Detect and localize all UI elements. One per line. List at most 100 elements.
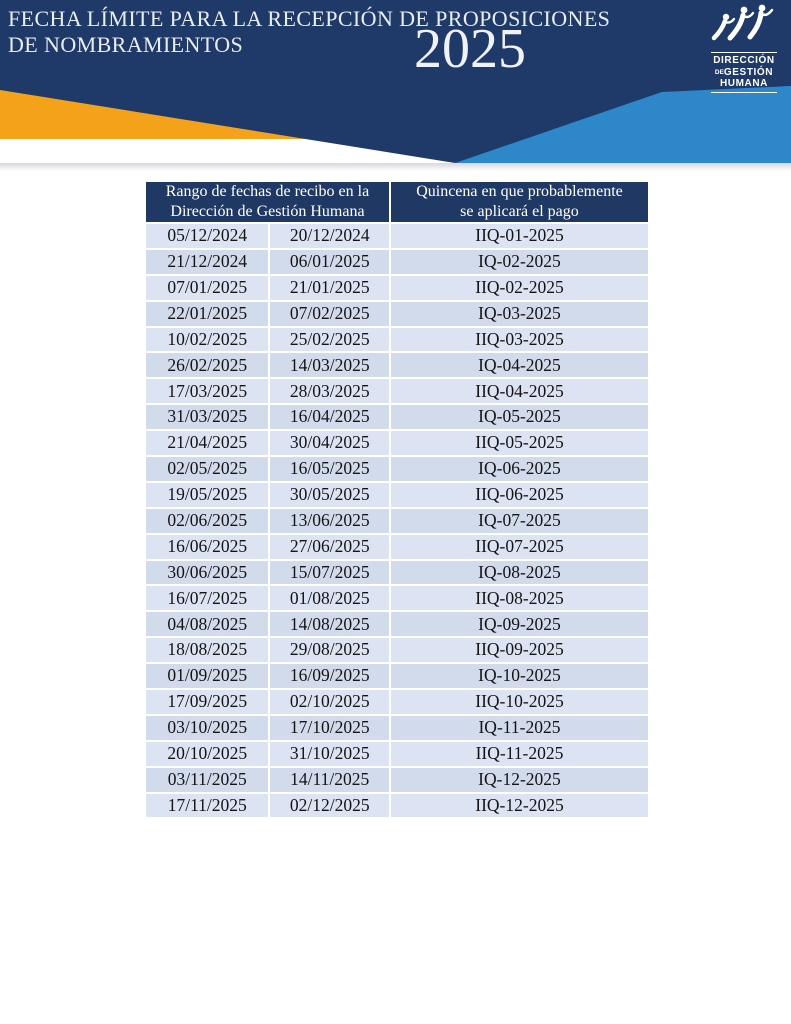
table-row: 17/09/2025 02/10/2025 IIQ-10-2025 xyxy=(143,688,651,716)
date-to-cell: 14/08/2025 xyxy=(268,610,391,639)
table-row: 04/08/2025 14/08/2025 IQ-09-2025 xyxy=(143,610,651,639)
org-name-line1: DIRECCIÓN xyxy=(713,55,775,66)
date-to-cell: 14/11/2025 xyxy=(268,765,391,794)
quincena-cell: IQ-03-2025 xyxy=(388,299,651,328)
date-from-cell: 21/04/2025 xyxy=(143,429,271,458)
date-from-cell: 21/12/2024 xyxy=(143,247,271,276)
date-to-cell: 21/01/2025 xyxy=(268,273,391,302)
quincena-cell: IIQ-02-2025 xyxy=(388,273,651,302)
quincena-cell: IIQ-07-2025 xyxy=(388,532,651,561)
date-from-cell: 31/03/2025 xyxy=(143,403,271,432)
quincena-cell: IQ-10-2025 xyxy=(388,662,651,691)
date-to-cell: 30/04/2025 xyxy=(268,429,391,458)
date-from-cell: 16/06/2025 xyxy=(143,532,271,561)
quincena-cell: IIQ-05-2025 xyxy=(388,429,651,458)
logo-bottom-rule xyxy=(711,91,777,93)
table-row: 02/06/2025 13/06/2025 IQ-07-2025 xyxy=(143,506,651,535)
quincena-cell: IIQ-09-2025 xyxy=(388,636,651,665)
table-row: 16/06/2025 27/06/2025 IIQ-07-2025 xyxy=(143,532,651,561)
table-row: 18/08/2025 29/08/2025 IIQ-09-2025 xyxy=(143,636,651,665)
table-header-row: Rango de fechas de recibo en la Direcció… xyxy=(144,180,651,224)
date-to-cell: 31/10/2025 xyxy=(268,739,391,768)
header-quincena-line2: se aplicará el pago xyxy=(460,203,579,220)
banner-drop-shadow xyxy=(0,163,791,171)
header-quincena-line1: Quincena en que probablemente xyxy=(416,183,623,200)
date-to-cell: 17/10/2025 xyxy=(268,713,391,742)
header-date-range-line1: Rango de fechas de recibo en la xyxy=(165,183,370,200)
quincena-cell: IQ-07-2025 xyxy=(388,506,651,535)
logo-top-rule xyxy=(711,52,777,53)
header-date-range-line2: Dirección de Gestión Humana xyxy=(170,203,365,220)
payment-schedule-table: Rango de fechas de recibo en la Direcció… xyxy=(143,180,651,820)
table-row: 21/12/2024 06/01/2025 IQ-02-2025 xyxy=(143,247,651,276)
date-to-cell: 25/02/2025 xyxy=(268,325,391,354)
date-from-cell: 07/01/2025 xyxy=(143,273,271,302)
quincena-cell: IQ-06-2025 xyxy=(388,455,651,483)
date-from-cell: 20/10/2025 xyxy=(143,739,271,768)
quincena-cell: IQ-11-2025 xyxy=(388,713,651,742)
date-to-cell: 06/01/2025 xyxy=(268,247,391,276)
direccion-gestion-humana-logo: DIRECCIÓN DEGESTIÓN HUMANA xyxy=(705,4,783,95)
org-name-line2: DEGESTIÓN xyxy=(705,67,783,79)
date-to-cell: 30/05/2025 xyxy=(268,480,391,509)
header-cell-date-range: Rango de fechas de recibo en la Direcció… xyxy=(144,180,391,224)
quincena-cell: IIQ-10-2025 xyxy=(388,688,651,716)
quincena-cell: IIQ-06-2025 xyxy=(388,480,651,509)
quincena-cell: IQ-09-2025 xyxy=(388,610,651,639)
quincena-cell: IIQ-03-2025 xyxy=(388,325,651,354)
table-row: 19/05/2025 30/05/2025 IIQ-06-2025 xyxy=(143,480,651,509)
date-to-cell: 13/06/2025 xyxy=(268,506,391,535)
page-title-line2: DE NOMBRAMIENTOS xyxy=(8,32,244,58)
year-label: 2025 xyxy=(414,18,526,80)
org-name-line2-prefix: DE xyxy=(714,68,724,76)
table-row: 21/04/2025 30/04/2025 IIQ-05-2025 xyxy=(143,429,651,458)
date-from-cell: 17/03/2025 xyxy=(143,377,271,406)
date-to-cell: 20/12/2024 xyxy=(268,222,391,250)
date-from-cell: 30/06/2025 xyxy=(143,558,271,587)
header-banner: FECHA LÍMITE PARA LA RECEPCIÓN DE PROPOS… xyxy=(0,0,791,175)
date-from-cell: 02/05/2025 xyxy=(143,455,271,483)
date-from-cell: 17/11/2025 xyxy=(143,791,271,820)
date-from-cell: 03/10/2025 xyxy=(143,713,271,742)
table-row: 02/05/2025 16/05/2025 IQ-06-2025 xyxy=(143,455,651,483)
date-from-cell: 10/02/2025 xyxy=(143,325,271,354)
date-from-cell: 03/11/2025 xyxy=(143,765,271,794)
date-to-cell: 07/02/2025 xyxy=(268,299,391,328)
date-to-cell: 14/03/2025 xyxy=(268,351,391,380)
table-row: 16/07/2025 01/08/2025 IIQ-08-2025 xyxy=(143,584,651,613)
date-from-cell: 01/09/2025 xyxy=(143,662,271,691)
quincena-cell: IQ-02-2025 xyxy=(388,247,651,276)
quincena-cell: IQ-04-2025 xyxy=(388,351,651,380)
quincena-cell: IIQ-08-2025 xyxy=(388,584,651,613)
date-to-cell: 16/09/2025 xyxy=(268,662,391,691)
date-to-cell: 29/08/2025 xyxy=(268,636,391,665)
date-from-cell: 02/06/2025 xyxy=(143,506,271,535)
table-row: 31/03/2025 16/04/2025 IQ-05-2025 xyxy=(143,403,651,432)
org-name-line3: HUMANA xyxy=(719,78,769,89)
table-row: 10/02/2025 25/02/2025 IIQ-03-2025 xyxy=(143,325,651,354)
quincena-cell: IIQ-11-2025 xyxy=(388,739,651,768)
table-row: 01/09/2025 16/09/2025 IQ-10-2025 xyxy=(143,662,651,691)
date-from-cell: 16/07/2025 xyxy=(143,584,271,613)
quincena-cell: IQ-08-2025 xyxy=(388,558,651,587)
header-cell-quincena: Quincena en que probablemente se aplicar… xyxy=(388,180,651,224)
date-to-cell: 27/06/2025 xyxy=(268,532,391,561)
table-row: 30/06/2025 15/07/2025 IQ-08-2025 xyxy=(143,558,651,587)
date-from-cell: 04/08/2025 xyxy=(143,610,271,639)
date-to-cell: 16/05/2025 xyxy=(268,455,391,483)
table-row: 07/01/2025 21/01/2025 IIQ-02-2025 xyxy=(143,273,651,302)
page-title-line1: FECHA LÍMITE PARA LA RECEPCIÓN DE PROPOS… xyxy=(8,6,611,31)
date-to-cell: 02/10/2025 xyxy=(268,688,391,716)
table-row: 05/12/2024 20/12/2024 IIQ-01-2025 xyxy=(143,222,651,250)
date-from-cell: 18/08/2025 xyxy=(143,636,271,665)
table-row: 03/11/2025 14/11/2025 IQ-12-2025 xyxy=(143,765,651,794)
date-to-cell: 28/03/2025 xyxy=(268,377,391,406)
table-body: 05/12/2024 20/12/2024 IIQ-01-2025 21/12/202… xyxy=(143,222,651,820)
page-title: FECHA LÍMITE PARA LA RECEPCIÓN DE PROPOS… xyxy=(8,6,658,59)
date-from-cell: 17/09/2025 xyxy=(143,688,271,716)
date-from-cell: 22/01/2025 xyxy=(143,299,271,328)
table-row: 17/03/2025 28/03/2025 IIQ-04-2025 xyxy=(143,377,651,406)
date-to-cell: 02/12/2025 xyxy=(268,791,391,820)
quincena-cell: IIQ-01-2025 xyxy=(388,222,651,250)
